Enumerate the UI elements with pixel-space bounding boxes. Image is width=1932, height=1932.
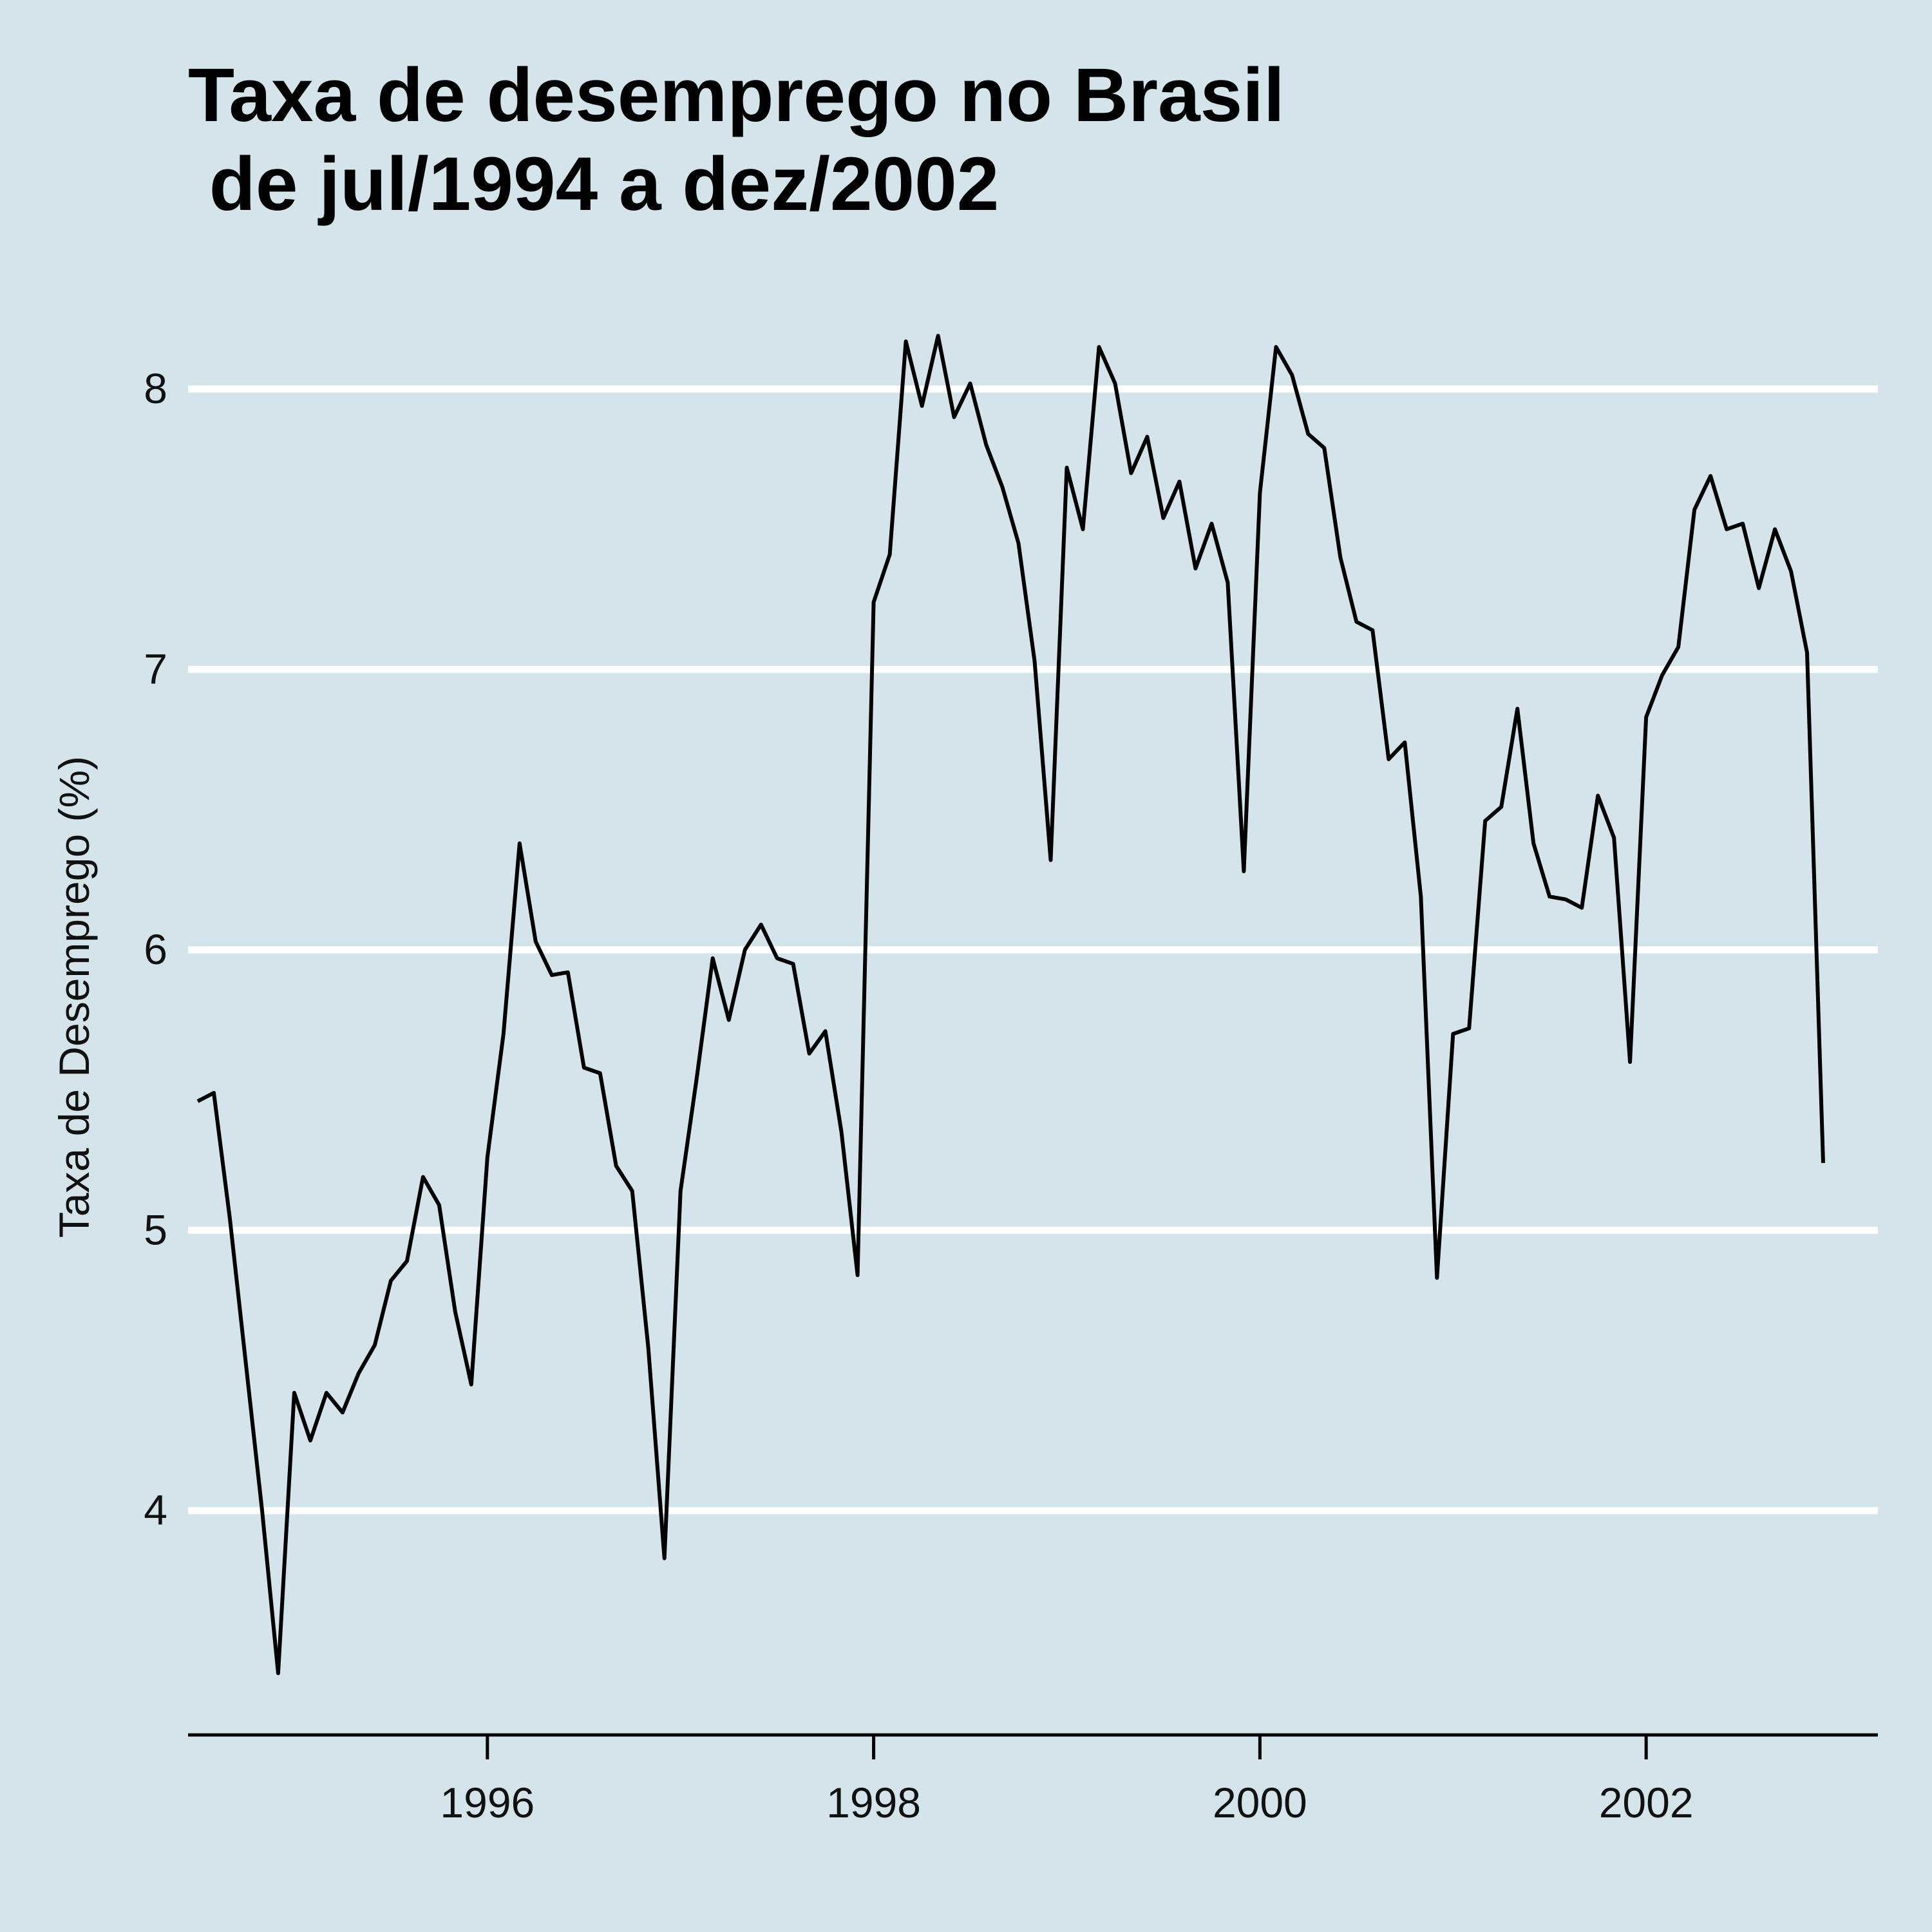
x-axis-tick-labels: 1996 1998 2000 2002	[440, 1779, 1693, 1826]
gridlines	[188, 385, 1878, 1515]
y-tick-label: 7	[144, 645, 167, 693]
x-axis	[188, 1733, 1878, 1759]
x-tick-label: 1996	[440, 1779, 535, 1826]
y-tick-label: 5	[144, 1206, 167, 1253]
chart-title-line-1: Taxa de desemprego no Brasil	[188, 53, 1285, 138]
series-line	[196, 334, 1825, 1676]
series-layer	[196, 334, 1825, 1676]
y-tick-label: 6	[144, 925, 167, 973]
y-tick-label: 4	[144, 1486, 167, 1534]
y-tick-label: 8	[144, 365, 167, 412]
x-tick-label: 2000	[1213, 1779, 1307, 1826]
y-axis-title: Taxa de Desemprego (%)	[50, 756, 98, 1238]
x-tick-label: 2002	[1599, 1779, 1694, 1826]
chart-title-line-2: de jul/1994 a dez/2002	[188, 142, 999, 227]
y-axis-tick-labels: 4 5 6 7 8	[144, 365, 167, 1534]
x-tick-label: 1998	[826, 1779, 921, 1826]
